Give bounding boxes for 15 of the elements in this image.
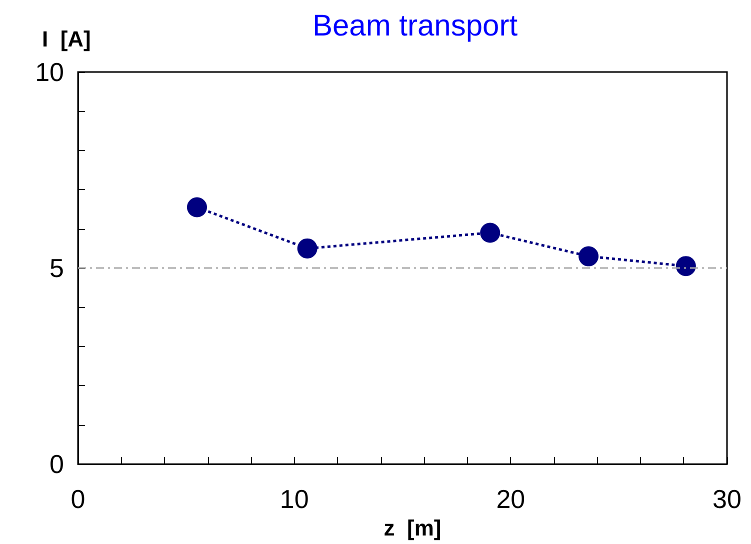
chart-title: Beam transport <box>312 10 518 42</box>
point <box>480 222 500 243</box>
y-tick-label: 5 <box>50 253 64 284</box>
point <box>187 197 207 218</box>
y-tick-label: 10 <box>35 57 64 87</box>
y-axis-title: I [A] <box>42 26 91 52</box>
x-tick-label: 20 <box>496 484 526 514</box>
x-tick-label: 30 <box>712 484 742 514</box>
point <box>676 256 696 276</box>
y-tick-label: 0 <box>50 449 64 480</box>
point <box>578 246 599 266</box>
x-tick-label: 10 <box>280 484 309 514</box>
x-tick-label: 0 <box>70 484 86 514</box>
point <box>297 238 318 258</box>
x-axis-title: z [m] <box>384 516 442 540</box>
